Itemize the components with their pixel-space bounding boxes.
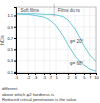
annotation: Films du ro [58, 8, 81, 13]
x-tick: 10 [94, 73, 99, 80]
grid-line-y [16, 38, 96, 39]
grid-line-y [16, 49, 96, 50]
y-tick-mark [14, 72, 16, 73]
y-tick-mark [14, 61, 16, 62]
y-tick: 0.9 [7, 25, 16, 30]
y-axis: 0.1 0.3 0.5 0.7 0.9 1.1 [7, 8, 16, 75]
x-tick: 5 [83, 73, 86, 80]
x-tick-label: .5 [43, 75, 47, 80]
x-tick: .7 [49, 73, 53, 80]
grid-line-x [68, 7, 69, 73]
x-tick: 2 [67, 73, 70, 80]
series-line [16, 14, 96, 62]
annotation: Soft films [21, 8, 40, 13]
annotation: φ= 68° [70, 61, 84, 66]
x-tick: 1 [55, 73, 58, 80]
x-tick-label: .1 [15, 75, 19, 80]
grid-line-x [49, 7, 50, 73]
chart: .1 .2.3 .5.71 23 5710 0.1 0.3 0.5 0.7 0.9 1.1 Soft … [0, 0, 100, 103]
annotation: φ= 20° [70, 39, 84, 44]
y-tick-label: 0.7 [7, 36, 13, 41]
y-tick-mark [14, 49, 16, 50]
y-axis-title: hC/e [0, 35, 5, 45]
x-tick-label: .7 [49, 75, 53, 80]
y-tick-label: 0.3 [7, 58, 13, 63]
x-tick-label: 7 [89, 75, 92, 80]
x-tick-label: 10 [94, 75, 99, 80]
caption-line: Reduced critical penetration is the valu… [2, 97, 77, 102]
y-tick-mark [14, 38, 16, 39]
y-tick-label: 0.1 [7, 70, 13, 75]
x-tick-label: 3 [74, 75, 77, 80]
caption-line: above which φ2 hardness is [2, 92, 54, 97]
x-tick: .5 [43, 73, 47, 80]
grid-line-y [16, 71, 96, 72]
y-tick: 0.5 [7, 47, 16, 52]
x-tick: .2 [27, 73, 31, 80]
x-tick-label: 5 [83, 75, 86, 80]
plot: .1 .2.3 .5.71 23 5710 0.1 0.3 0.5 0.7 0.9 1.1 Soft … [7, 4, 99, 80]
x-tick: 3 [74, 73, 77, 80]
caption-line: different [2, 86, 18, 91]
grid-line-y [16, 60, 96, 61]
plot-frame [16, 7, 96, 73]
y-tick-mark [14, 15, 16, 16]
series-line [16, 14, 96, 72]
y-tick: 0.1 [7, 70, 16, 75]
grid-line-x [35, 7, 36, 73]
x-tick-label: 2 [67, 75, 70, 80]
y-tick-mark [14, 27, 16, 28]
grid-line-x [83, 7, 84, 73]
y-tick-label: 0.9 [7, 25, 13, 30]
x-tick-label: .2 [27, 75, 31, 80]
y-tick-label: 0.5 [7, 47, 13, 52]
x-tick: .3 [34, 73, 38, 80]
grid [16, 7, 96, 73]
x-tick: 7 [89, 73, 92, 80]
x-tick-label: .3 [34, 75, 38, 80]
grid-line-x [89, 7, 90, 73]
y-axis-line [14, 8, 17, 74]
y-tick-label: 1.1 [7, 13, 13, 18]
grid-line-x [28, 7, 29, 73]
y-tick: 0.7 [7, 36, 16, 41]
y-tick: 1.1 [7, 13, 16, 18]
series-group [16, 14, 96, 72]
grid-line-x [56, 7, 57, 73]
x-axis: .1 .2.3 .5.71 23 5710 [15, 73, 100, 80]
divider-line [54, 4, 55, 17]
x-tick-label: 1 [55, 75, 58, 80]
y-tick: 0.3 [7, 58, 16, 63]
x-tick: .1 [15, 73, 19, 80]
